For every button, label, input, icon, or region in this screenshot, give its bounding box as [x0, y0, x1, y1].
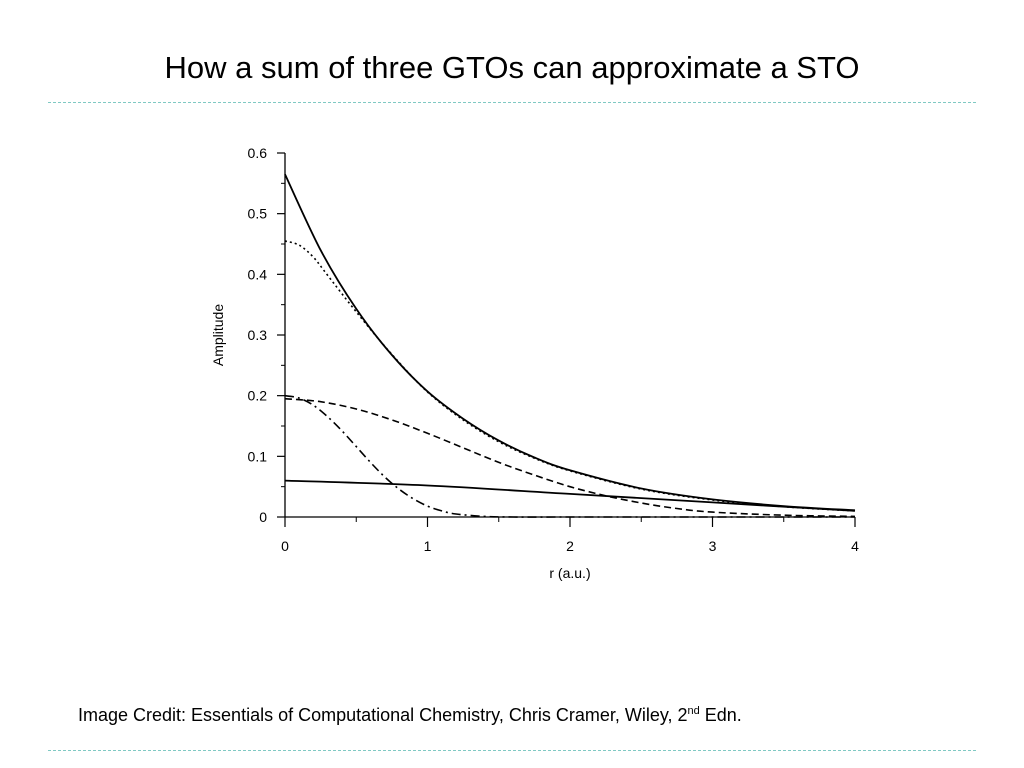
- bottom-divider: [48, 750, 976, 751]
- series-line-5-solid: [284, 479, 856, 512]
- image-credit: Image Credit: Essentials of Computationa…: [78, 705, 742, 726]
- y-tick-label: 0.1: [248, 448, 268, 464]
- credit-superscript: nd: [687, 705, 700, 717]
- x-tick-label: 4: [851, 538, 859, 554]
- top-divider: [48, 102, 976, 103]
- chart-series-layer: [284, 173, 856, 518]
- x-tick-label: 3: [709, 538, 717, 554]
- series-line-4-dash-dot: [284, 394, 855, 518]
- y-tick-label: 0.2: [248, 388, 268, 404]
- x-tick-label: 1: [424, 538, 432, 554]
- credit-text: Image Credit: Essentials of Computationa…: [78, 705, 688, 725]
- credit-suffix: Edn.: [699, 705, 742, 725]
- series-line-2-dotted: [284, 240, 856, 512]
- y-tick-label: 0.6: [248, 145, 268, 161]
- y-tick-label: 0.5: [248, 206, 268, 222]
- y-axis-label: Amplitude: [210, 304, 226, 366]
- series-line-3-dashed: [284, 397, 856, 518]
- y-tick-label: 0.4: [248, 266, 268, 282]
- x-axis-label: r (a.u.): [549, 565, 590, 581]
- y-tick-label: 0.3: [248, 327, 268, 343]
- x-tick-label: 2: [566, 538, 574, 554]
- x-tick-label: 0: [281, 538, 289, 554]
- slide-title: How a sum of three GTOs can approximate …: [164, 50, 860, 85]
- y-tick-label: 0: [259, 509, 267, 525]
- series-line-1-solid: [284, 173, 856, 512]
